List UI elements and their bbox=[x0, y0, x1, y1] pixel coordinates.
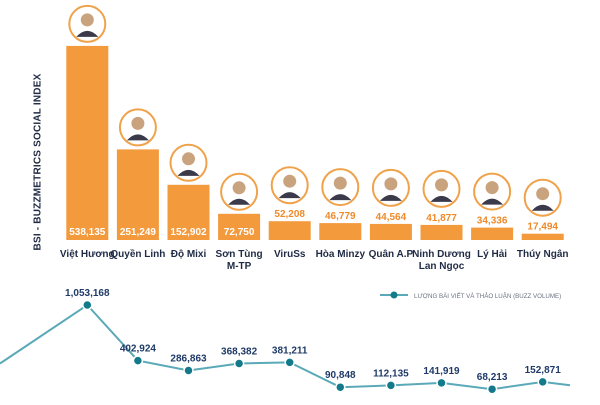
bar-value-label: 34,336 bbox=[477, 216, 508, 227]
bar bbox=[369, 223, 412, 240]
bar bbox=[521, 233, 564, 240]
avatar-body-icon bbox=[126, 134, 149, 141]
line-point bbox=[183, 365, 194, 376]
avatar-group bbox=[68, 4, 562, 217]
category-label: ViruSs bbox=[274, 249, 306, 260]
category-label: Độ Mixi bbox=[171, 249, 207, 260]
avatar-body-icon bbox=[531, 204, 554, 211]
category-label: Thúy Ngân bbox=[517, 249, 569, 260]
bar bbox=[66, 45, 109, 241]
line-point bbox=[436, 377, 447, 389]
avatar-head-icon bbox=[283, 174, 297, 188]
category-label: Ninh Dương bbox=[412, 249, 471, 260]
category-label: Quân A.P bbox=[369, 249, 414, 260]
line-value-label: 152,871 bbox=[525, 365, 562, 376]
avatar-body-icon bbox=[329, 194, 352, 201]
line-point bbox=[385, 380, 397, 391]
line-value-label: 1,053,168 bbox=[65, 288, 110, 299]
bar bbox=[167, 184, 210, 240]
category-label: Lan Ngọc bbox=[419, 261, 465, 272]
legend: LƯỢNG BÀI VIẾT VÀ THẢO LUẬN (BUZZ VOLUME… bbox=[380, 291, 561, 300]
line-value-label: 286,863 bbox=[170, 354, 207, 365]
avatar-head-icon bbox=[384, 177, 398, 191]
bar-value-label: 17,494 bbox=[527, 222, 558, 233]
bar-value-label: 46,779 bbox=[325, 211, 356, 222]
avatar bbox=[523, 178, 562, 217]
avatar-body-icon bbox=[177, 169, 200, 176]
chart-title: BSI - BUZZMETRICS SOCIAL INDEX bbox=[32, 73, 44, 251]
bar-value-label: 41,877 bbox=[426, 213, 457, 224]
bar-value-label: 72,750 bbox=[224, 227, 255, 238]
line-value-label: 141,919 bbox=[423, 366, 460, 377]
line-value-label: 402,924 bbox=[120, 344, 157, 355]
bar-value-label: 251,249 bbox=[120, 227, 157, 238]
avatar-body-icon bbox=[430, 195, 453, 202]
line-point bbox=[335, 381, 346, 393]
legend-label: LƯỢNG BÀI VIẾT VÀ THẢO LUẬN (BUZZ VOLUME… bbox=[414, 293, 561, 300]
line-value-label: 368,382 bbox=[221, 347, 258, 358]
line-point bbox=[82, 299, 93, 311]
line-point bbox=[537, 376, 548, 388]
avatar-body-icon bbox=[481, 198, 504, 205]
avatar bbox=[118, 108, 157, 147]
avatar bbox=[169, 143, 208, 182]
avatar-body-icon bbox=[379, 194, 402, 201]
avatar bbox=[220, 172, 259, 211]
category-label: Quyền Linh bbox=[110, 248, 165, 260]
category-label: Sơn Tùng bbox=[216, 249, 263, 260]
line-value-label: 112,135 bbox=[373, 368, 409, 379]
category-label: Lý Hải bbox=[477, 249, 507, 260]
avatar-head-icon bbox=[80, 13, 94, 27]
avatar-body-icon bbox=[278, 192, 301, 199]
bar-value-label: 152,902 bbox=[170, 227, 207, 238]
bar bbox=[319, 223, 362, 240]
avatar bbox=[422, 169, 461, 208]
avatar bbox=[68, 4, 107, 43]
avatar bbox=[371, 168, 410, 207]
line-series: 1,053,168 402,924 286,863 368,382 381,211 90,… bbox=[0, 288, 571, 395]
line-value-label: 381,211 bbox=[272, 345, 308, 356]
line-path bbox=[0, 303, 571, 391]
bar bbox=[420, 224, 463, 240]
avatar bbox=[321, 168, 360, 207]
bar-value-label: 44,564 bbox=[376, 212, 407, 223]
line-point bbox=[233, 358, 245, 369]
legend-swatch-marker bbox=[390, 291, 398, 299]
bar-series: 538,135 251,249 152,902 72,750 52,208 46,779 4… bbox=[66, 45, 564, 241]
avatar-body-icon bbox=[76, 30, 99, 37]
avatar-head-icon bbox=[536, 187, 550, 201]
bar-value-label: 52,208 bbox=[274, 209, 305, 220]
avatar-head-icon bbox=[232, 181, 246, 195]
avatar bbox=[270, 166, 309, 205]
avatar bbox=[473, 172, 512, 211]
line-point bbox=[284, 357, 295, 368]
bar bbox=[471, 227, 514, 240]
avatar-head-icon bbox=[333, 176, 347, 190]
bar bbox=[218, 213, 261, 240]
avatar-head-icon bbox=[485, 181, 499, 195]
avatar-head-icon bbox=[131, 116, 145, 130]
line-value-label: 90,848 bbox=[325, 370, 356, 381]
category-label: Hòa Minzy bbox=[316, 249, 366, 260]
line-point bbox=[132, 355, 144, 366]
bar-value-label: 538,135 bbox=[69, 227, 106, 238]
line-value-label: 68,213 bbox=[477, 372, 508, 383]
bar bbox=[116, 149, 159, 240]
avatar-head-icon bbox=[435, 178, 448, 192]
category-label: Việt Hương bbox=[60, 249, 115, 260]
category-label: M-TP bbox=[227, 261, 252, 272]
bar bbox=[268, 221, 311, 240]
avatar-body-icon bbox=[228, 198, 251, 205]
avatar-head-icon bbox=[182, 152, 195, 166]
line-point bbox=[486, 383, 498, 395]
